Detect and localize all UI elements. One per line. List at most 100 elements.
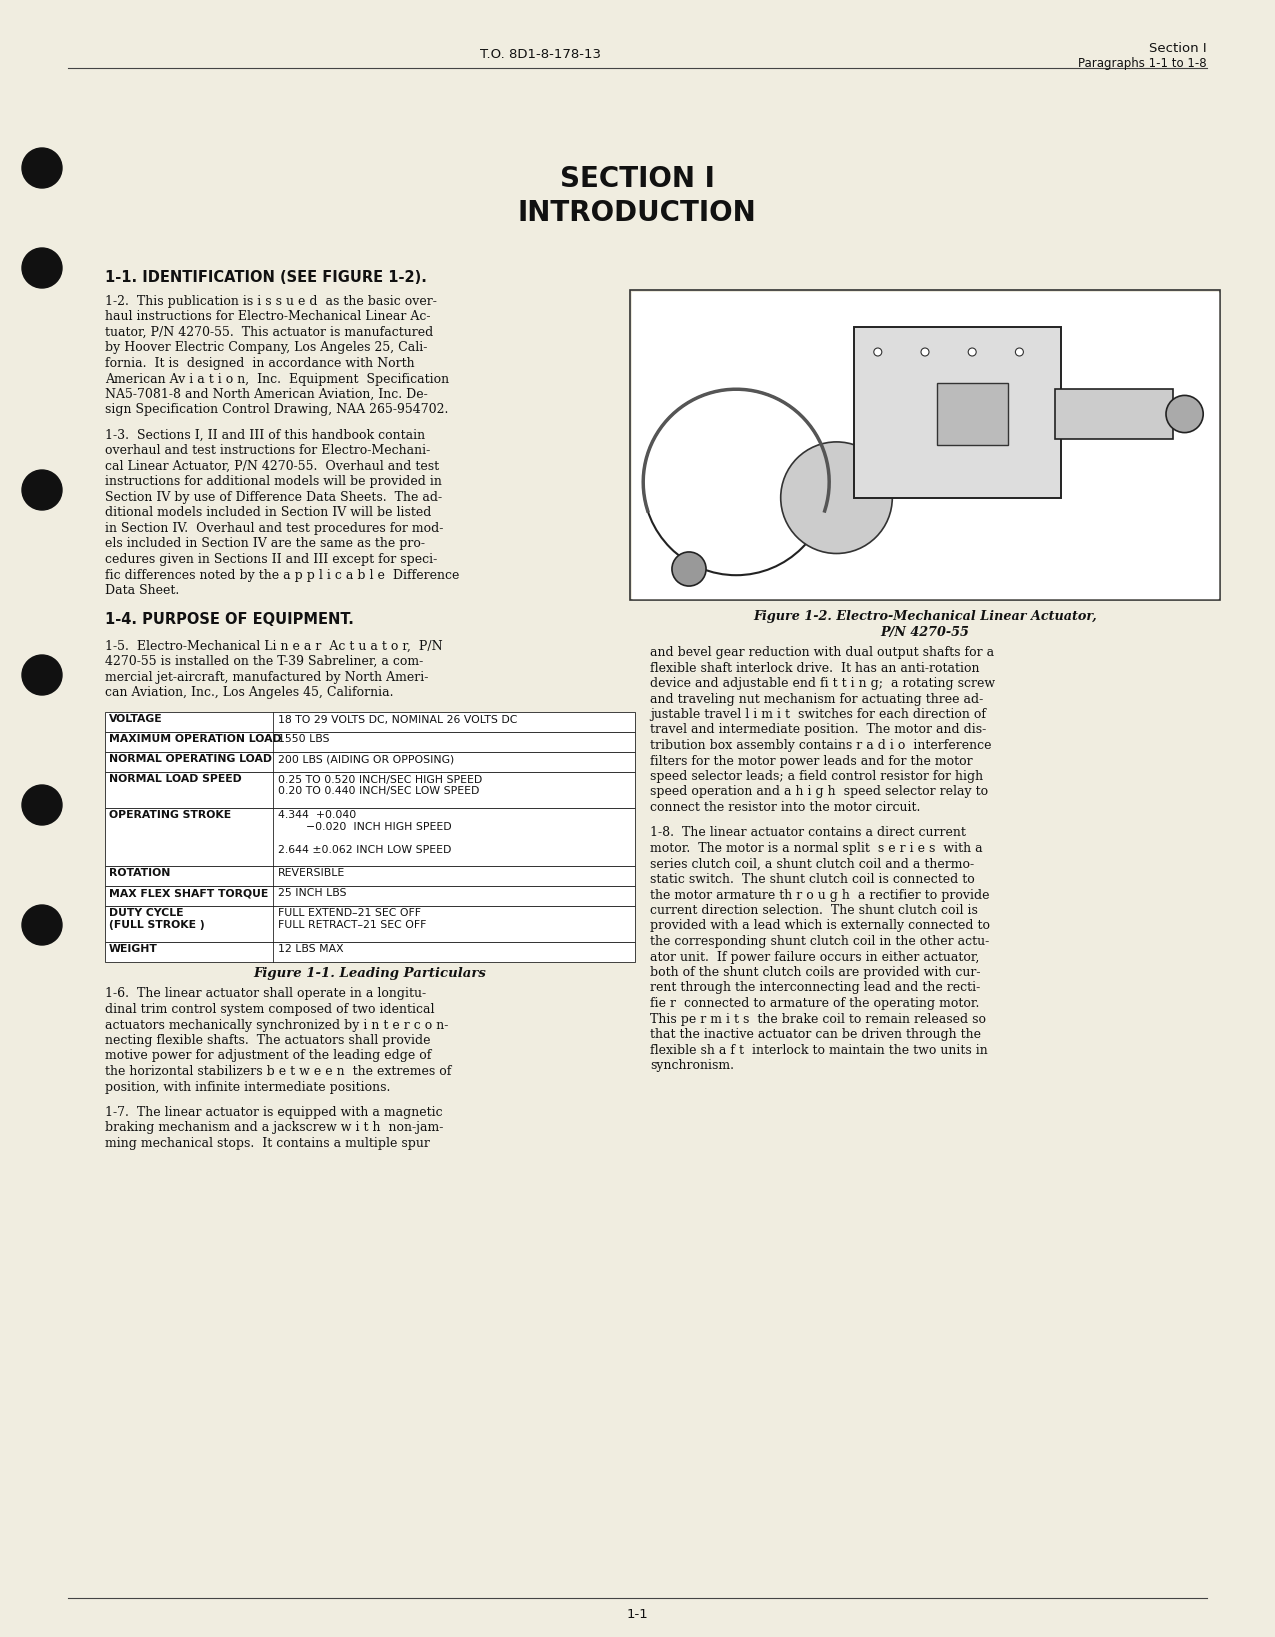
Text: tribution box assembly contains r a d i o  interference: tribution box assembly contains r a d i … <box>650 738 992 751</box>
Text: Figure 1-1. Leading Particulars: Figure 1-1. Leading Particulars <box>254 967 487 981</box>
Text: synchronism.: synchronism. <box>650 1059 734 1072</box>
Text: position, with infinite intermediate positions.: position, with infinite intermediate pos… <box>105 1080 390 1094</box>
Text: justable travel l i m i t  switches for each direction of: justable travel l i m i t switches for e… <box>650 707 986 720</box>
Text: the corresponding shunt clutch coil in the other actu-: the corresponding shunt clutch coil in t… <box>650 935 989 948</box>
Text: DUTY CYCLE
(FULL STROKE ): DUTY CYCLE (FULL STROKE ) <box>108 909 204 930</box>
Text: device and adjustable end fi t t i n g;  a rotating screw: device and adjustable end fi t t i n g; … <box>650 678 994 691</box>
Bar <box>630 290 1220 601</box>
Text: 1-4. PURPOSE OF EQUIPMENT.: 1-4. PURPOSE OF EQUIPMENT. <box>105 612 354 627</box>
Text: speed selector leads; a field control resistor for high: speed selector leads; a field control re… <box>650 769 983 782</box>
Text: connect the resistor into the motor circuit.: connect the resistor into the motor circ… <box>650 800 921 814</box>
Text: cal Linear Actuator, P/N 4270-55.  Overhaul and test: cal Linear Actuator, P/N 4270-55. Overha… <box>105 460 439 473</box>
Circle shape <box>22 655 62 696</box>
Text: 1-3.  Sections I, II and III of this handbook contain: 1-3. Sections I, II and III of this hand… <box>105 429 425 442</box>
Text: braking mechanism and a jackscrew w i t h  non-jam-: braking mechanism and a jackscrew w i t … <box>105 1121 444 1134</box>
Bar <box>105 807 635 866</box>
Text: that the inactive actuator can be driven through the: that the inactive actuator can be driven… <box>650 1028 980 1041</box>
Bar <box>105 751 635 771</box>
Bar <box>105 771 635 807</box>
Text: FULL EXTEND–21 SEC OFF
FULL RETRACT–21 SEC OFF: FULL EXTEND–21 SEC OFF FULL RETRACT–21 S… <box>278 909 426 930</box>
Text: Section I: Section I <box>1149 43 1207 56</box>
Text: overhaul and test instructions for Electro-Mechani-: overhaul and test instructions for Elect… <box>105 445 430 457</box>
Circle shape <box>873 349 882 355</box>
Text: ming mechanical stops.  It contains a multiple spur: ming mechanical stops. It contains a mul… <box>105 1138 430 1151</box>
Text: SECTION I: SECTION I <box>560 165 714 193</box>
Circle shape <box>22 247 62 288</box>
Text: 18 TO 29 VOLTS DC, NOMINAL 26 VOLTS DC: 18 TO 29 VOLTS DC, NOMINAL 26 VOLTS DC <box>278 714 518 725</box>
Text: REVERSIBLE: REVERSIBLE <box>278 869 346 879</box>
Circle shape <box>1167 396 1204 432</box>
Text: flexible shaft interlock drive.  It has an anti-rotation: flexible shaft interlock drive. It has a… <box>650 661 979 674</box>
Text: haul instructions for Electro-Mechanical Linear Ac-: haul instructions for Electro-Mechanical… <box>105 311 431 324</box>
Bar <box>105 712 635 732</box>
Text: instructions for additional models will be provided in: instructions for additional models will … <box>105 475 442 488</box>
Text: travel and intermediate position.  The motor and dis-: travel and intermediate position. The mo… <box>650 724 987 737</box>
Bar <box>854 327 1061 498</box>
Text: 0.25 TO 0.520 INCH/SEC HIGH SPEED
0.20 TO 0.440 INCH/SEC LOW SPEED: 0.25 TO 0.520 INCH/SEC HIGH SPEED 0.20 T… <box>278 774 482 796</box>
Circle shape <box>672 552 706 586</box>
Circle shape <box>22 786 62 825</box>
Text: can Aviation, Inc., Los Angeles 45, California.: can Aviation, Inc., Los Angeles 45, Cali… <box>105 686 394 699</box>
Circle shape <box>22 470 62 511</box>
Text: els included in Section IV are the same as the pro-: els included in Section IV are the same … <box>105 537 425 550</box>
Text: 1-8.  The linear actuator contains a direct current: 1-8. The linear actuator contains a dire… <box>650 827 966 840</box>
Circle shape <box>780 442 892 553</box>
Text: and traveling nut mechanism for actuating three ad-: and traveling nut mechanism for actuatin… <box>650 692 983 706</box>
Text: provided with a lead which is externally connected to: provided with a lead which is externally… <box>650 920 989 933</box>
Text: rent through the interconnecting lead and the recti-: rent through the interconnecting lead an… <box>650 982 980 995</box>
Text: ROTATION: ROTATION <box>108 869 171 879</box>
Text: 1-5.  Electro-Mechanical Li n e a r  Ac t u a t o r,  P/N: 1-5. Electro-Mechanical Li n e a r Ac t … <box>105 640 442 653</box>
Text: actuators mechanically synchronized by i n t e r c o n-: actuators mechanically synchronized by i… <box>105 1018 449 1031</box>
Bar <box>1054 390 1173 439</box>
Text: current direction selection.  The shunt clutch coil is: current direction selection. The shunt c… <box>650 904 978 917</box>
Text: motive power for adjustment of the leading edge of: motive power for adjustment of the leadi… <box>105 1049 431 1062</box>
Text: tuator, P/N 4270-55.  This actuator is manufactured: tuator, P/N 4270-55. This actuator is ma… <box>105 326 434 339</box>
Text: ator unit.  If power failure occurs in either actuator,: ator unit. If power failure occurs in ei… <box>650 951 979 964</box>
Text: 12 LBS MAX: 12 LBS MAX <box>278 945 344 954</box>
Text: speed operation and a h i g h  speed selector relay to: speed operation and a h i g h speed sele… <box>650 786 988 799</box>
Text: fic differences noted by the a p p l i c a b l e  Difference: fic differences noted by the a p p l i c… <box>105 568 459 581</box>
Text: Section IV by use of Difference Data Sheets.  The ad-: Section IV by use of Difference Data She… <box>105 491 442 504</box>
Text: American Av i a t i o n,  Inc.  Equipment  Specification: American Av i a t i o n, Inc. Equipment … <box>105 373 449 385</box>
Text: NORMAL LOAD SPEED: NORMAL LOAD SPEED <box>108 774 242 784</box>
Text: 1550 LBS: 1550 LBS <box>278 735 329 745</box>
Text: flexible sh a f t  interlock to maintain the two units in: flexible sh a f t interlock to maintain … <box>650 1043 988 1056</box>
Text: filters for the motor power leads and for the motor: filters for the motor power leads and fo… <box>650 755 973 768</box>
Text: 1-1. IDENTIFICATION (SEE FIGURE 1-2).: 1-1. IDENTIFICATION (SEE FIGURE 1-2). <box>105 270 427 285</box>
Text: P/N 4270-55: P/N 4270-55 <box>881 625 969 638</box>
Text: WEIGHT: WEIGHT <box>108 945 158 954</box>
Circle shape <box>22 147 62 188</box>
Bar <box>632 291 1218 598</box>
Text: 200 LBS (AIDING OR OPPOSING): 200 LBS (AIDING OR OPPOSING) <box>278 755 454 764</box>
Text: 4270-55 is installed on the T-39 Sabreliner, a com-: 4270-55 is installed on the T-39 Sabreli… <box>105 655 423 668</box>
Text: by Hoover Electric Company, Los Angeles 25, Cali-: by Hoover Electric Company, Los Angeles … <box>105 342 427 355</box>
Bar <box>105 866 635 886</box>
Text: This pe r m i t s  the brake coil to remain released so: This pe r m i t s the brake coil to rema… <box>650 1013 986 1025</box>
Text: cedures given in Sections II and III except for speci-: cedures given in Sections II and III exc… <box>105 553 437 566</box>
Text: both of the shunt clutch coils are provided with cur-: both of the shunt clutch coils are provi… <box>650 966 980 979</box>
Text: MAX FLEX SHAFT TORQUE: MAX FLEX SHAFT TORQUE <box>108 889 268 899</box>
Text: the horizontal stabilizers b e t w e e n  the extremes of: the horizontal stabilizers b e t w e e n… <box>105 1066 451 1079</box>
Bar <box>105 886 635 905</box>
Text: 25 INCH LBS: 25 INCH LBS <box>278 889 347 899</box>
Text: Data Sheet.: Data Sheet. <box>105 584 180 598</box>
Text: 1-7.  The linear actuator is equipped with a magnetic: 1-7. The linear actuator is equipped wit… <box>105 1107 442 1120</box>
Bar <box>105 905 635 941</box>
Circle shape <box>968 349 977 355</box>
Text: sign Specification Control Drawing, NAA 265-954702.: sign Specification Control Drawing, NAA … <box>105 403 449 416</box>
Text: 4.344  +0.040
        −0.020  INCH HIGH SPEED

2.644 ±0.062 INCH LOW SPEED: 4.344 +0.040 −0.020 INCH HIGH SPEED 2.64… <box>278 810 451 855</box>
Text: mercial jet-aircraft, manufactured by North Ameri-: mercial jet-aircraft, manufactured by No… <box>105 671 428 684</box>
Bar <box>105 732 635 751</box>
Text: VOLTAGE: VOLTAGE <box>108 714 163 725</box>
Bar <box>105 941 635 961</box>
Text: ditional models included in Section IV will be listed: ditional models included in Section IV w… <box>105 506 431 519</box>
Text: OPERATING STROKE: OPERATING STROKE <box>108 810 231 820</box>
Text: INTRODUCTION: INTRODUCTION <box>518 200 756 228</box>
Text: MAXIMUM OPERATION LOAD: MAXIMUM OPERATION LOAD <box>108 735 282 745</box>
Text: motor.  The motor is a normal split  s e r i e s  with a: motor. The motor is a normal split s e r… <box>650 841 983 855</box>
Text: dinal trim control system composed of two identical: dinal trim control system composed of tw… <box>105 1003 435 1017</box>
Text: series clutch coil, a shunt clutch coil and a thermo-: series clutch coil, a shunt clutch coil … <box>650 858 974 871</box>
Text: fornia.  It is  designed  in accordance with North: fornia. It is designed in accordance wit… <box>105 357 414 370</box>
Text: and bevel gear reduction with dual output shafts for a: and bevel gear reduction with dual outpu… <box>650 647 994 660</box>
Text: Paragraphs 1-1 to 1-8: Paragraphs 1-1 to 1-8 <box>1079 57 1207 70</box>
